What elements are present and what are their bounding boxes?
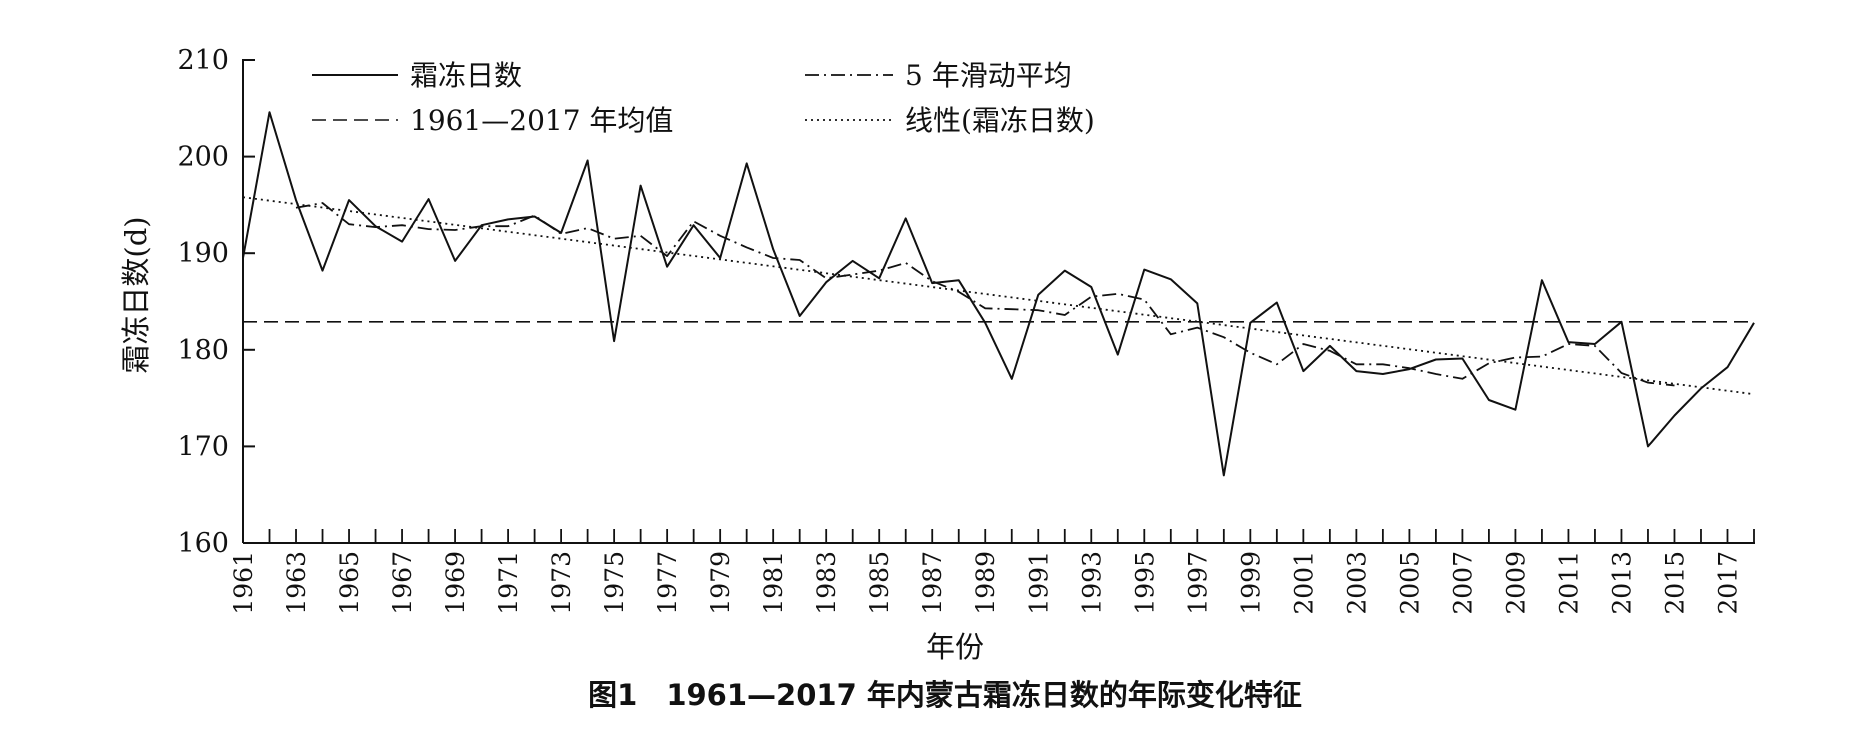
x-tick-label: 1977: [653, 551, 682, 615]
legend-label-0: 霜冻日数: [410, 59, 522, 92]
x-tick-label: 2017: [1713, 551, 1742, 615]
x-tick-label: 1997: [1183, 551, 1212, 615]
x-tick-label: 1995: [1130, 551, 1159, 615]
x-tick-label: 1979: [706, 551, 735, 615]
x-tick-label: 1989: [971, 551, 1000, 615]
x-tick-label: 1965: [335, 551, 364, 615]
axes: [242, 59, 1755, 544]
x-tick-label: 1973: [547, 551, 576, 615]
legend: 霜冻日数 5 年滑动平均 1961—2017 年均值 线性(霜冻日数): [312, 59, 1095, 137]
y-tick-label: 160: [177, 528, 229, 559]
x-tick-label: 2003: [1342, 551, 1371, 615]
x-tick-label: 1975: [600, 551, 629, 615]
y-tick-label: 200: [177, 142, 229, 173]
x-tick-label: 1983: [812, 551, 841, 615]
x-tick-label: 1963: [282, 551, 311, 615]
x-tick-label: 1991: [1024, 551, 1053, 615]
series-line-1: [295, 202, 1675, 387]
x-tick-label: 1961: [229, 551, 258, 615]
y-tick-label: 190: [177, 238, 229, 269]
x-tick-label: 2007: [1448, 551, 1477, 615]
x-tick-label: 1985: [865, 551, 894, 615]
x-tick-label: 2009: [1501, 551, 1530, 615]
legend-label-1: 5 年滑动平均: [905, 59, 1072, 92]
series-line-0: [242, 111, 1755, 477]
figure-caption: 图1 1961—2017 年内蒙古霜冻日数的年际变化特征: [588, 678, 1302, 712]
x-tick-label: 1999: [1236, 551, 1265, 615]
x-tick-label: 1967: [388, 551, 417, 615]
y-tick-label: 210: [177, 45, 229, 76]
x-tick-label: 1981: [759, 551, 788, 615]
x-tick-label: 1969: [441, 551, 470, 615]
y-tick-label: 180: [177, 335, 229, 366]
x-tick-label: 2005: [1395, 551, 1424, 615]
y-tick-label: 170: [177, 431, 229, 462]
y-axis-title: 霜冻日数(d): [119, 216, 153, 373]
x-tick-label: 1987: [918, 551, 947, 615]
legend-label-3: 线性(霜冻日数): [905, 104, 1095, 137]
legend-label-2: 1961—2017 年均值: [410, 104, 673, 137]
x-tick-label: 2013: [1607, 551, 1636, 615]
x-axis-title: 年份: [926, 630, 984, 664]
series-line-3: [242, 196, 1755, 396]
x-tick-label: 1971: [494, 551, 523, 615]
x-tick-label: 2011: [1554, 551, 1583, 615]
x-tick-label: 1993: [1077, 551, 1106, 615]
axis-ticks: 160 170 180 190 200 210 1961 1963 1965 1967 1969 19…: [177, 45, 1755, 615]
x-tick-label: 2015: [1660, 551, 1689, 615]
x-tick-label: 2001: [1289, 551, 1318, 615]
plot-area: [242, 111, 1755, 477]
